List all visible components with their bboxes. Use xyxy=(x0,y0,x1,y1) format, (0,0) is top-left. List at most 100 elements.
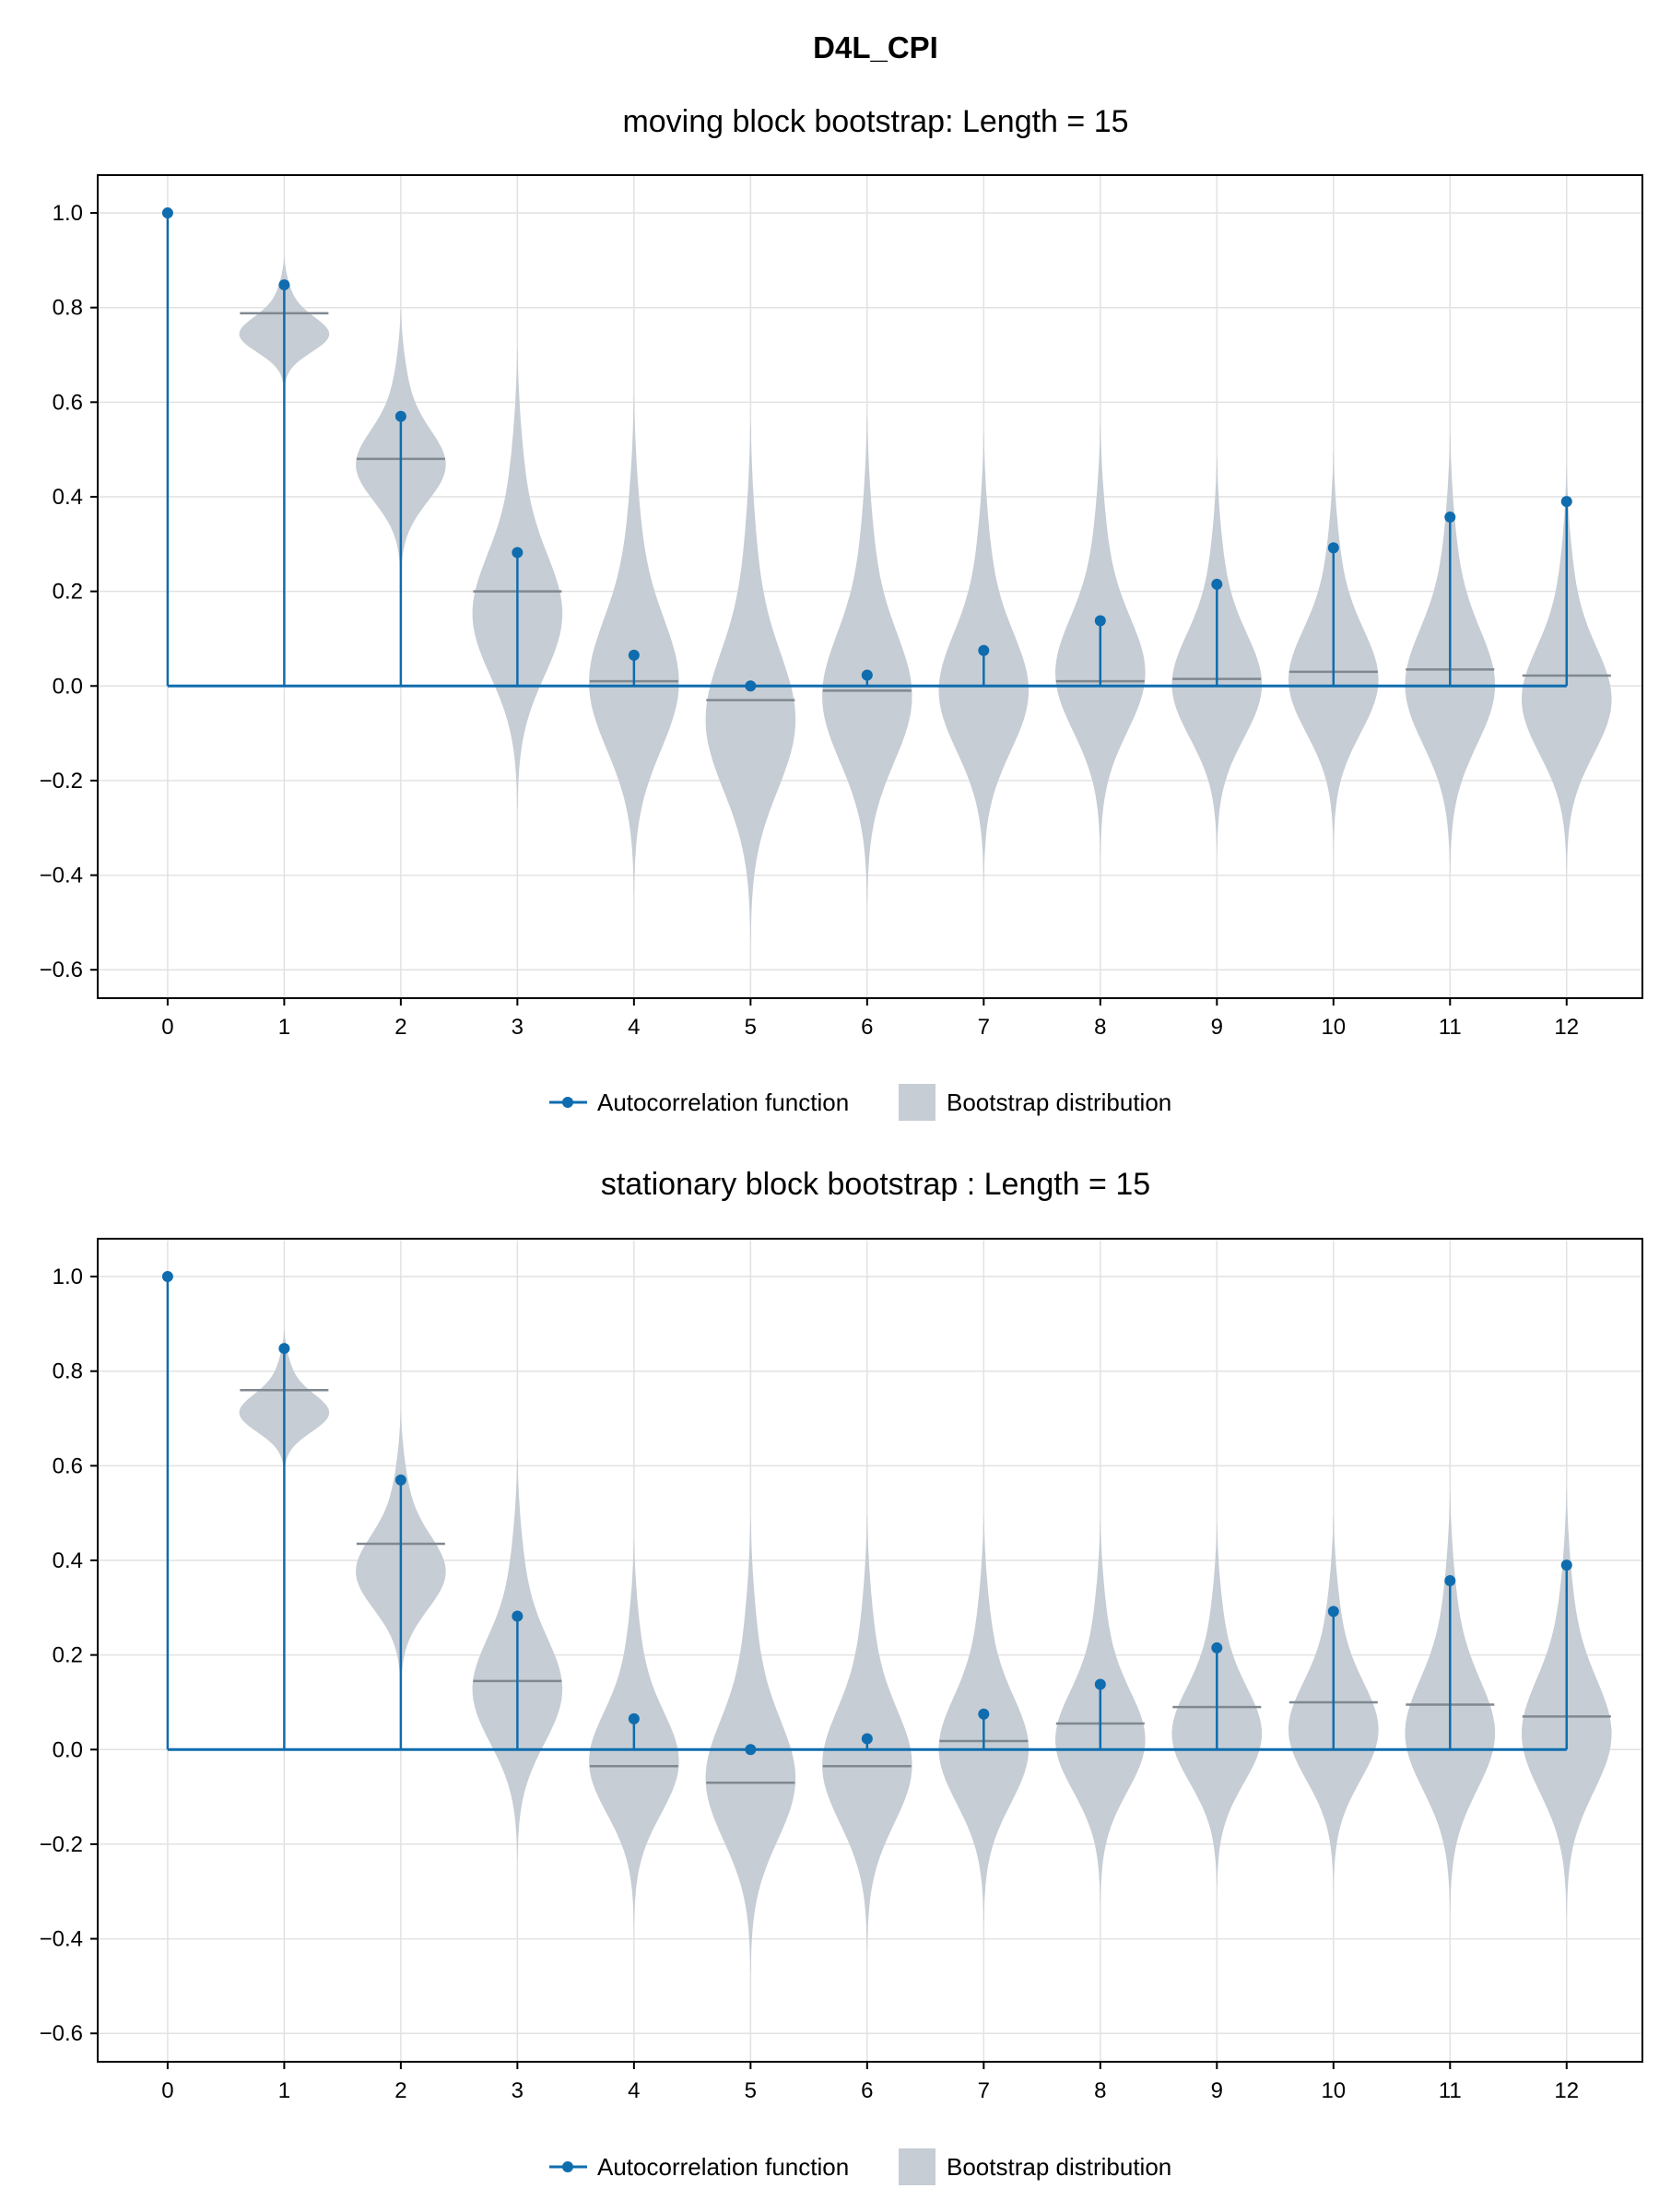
y-tick-label: −0.6 xyxy=(40,958,83,982)
x-tick-label: 5 xyxy=(745,2078,757,2103)
violins xyxy=(239,255,1612,947)
x-tick-label: 11 xyxy=(1439,2078,1462,2103)
y-tick-label: 0.0 xyxy=(53,674,83,699)
y-axis: 1.0 0.8 0.6 0.4 0.2 0.0 −0.2 −0.4 −0.6 xyxy=(40,201,98,982)
x-tick-label: 7 xyxy=(978,1015,990,1040)
acf-point-lag-12 xyxy=(1560,1559,1572,1571)
y-tick-label: 0.6 xyxy=(53,1453,83,1478)
acf-point-lag-1 xyxy=(278,1343,290,1355)
y-tick-label: −0.4 xyxy=(40,864,83,888)
acf-point-lag-5 xyxy=(745,680,757,692)
x-tick-label: 12 xyxy=(1554,1015,1579,1040)
acf-point-lag-11 xyxy=(1444,512,1456,524)
y-tick-label: 0.2 xyxy=(53,580,83,605)
acf-point-lag-9 xyxy=(1211,1641,1223,1653)
legend-bootstrap-swatch xyxy=(899,2148,935,2185)
acf-point-lag-6 xyxy=(861,669,873,681)
legend-acf-label: Autocorrelation function xyxy=(597,2153,849,2181)
y-tick-label: −0.6 xyxy=(40,2021,83,2046)
acf-point-lag-12 xyxy=(1560,496,1572,508)
y-tick-label: 0.8 xyxy=(53,296,83,321)
acf-point-lag-7 xyxy=(978,644,990,656)
x-tick-label: 12 xyxy=(1554,2078,1579,2103)
y-tick-label: 1.0 xyxy=(53,201,83,226)
x-tick-label: 0 xyxy=(161,1015,173,1040)
plot-frame xyxy=(97,174,1643,999)
y-tick-label: 0.4 xyxy=(53,1548,83,1573)
legend-bootstrap-label: Bootstrap distribution xyxy=(947,1088,1171,1116)
median-lines xyxy=(240,312,1611,701)
x-axis: 0 1 2 3 4 5 6 7 8 9 10 11 12 xyxy=(161,2062,1579,2103)
acf-point-lag-11 xyxy=(1444,1575,1456,1587)
violin-lag-6 xyxy=(822,1512,912,1953)
acf-point-lag-8 xyxy=(1094,1678,1106,1690)
y-tick-label: 0.4 xyxy=(53,485,83,510)
legend-bootstrap-label: Bootstrap distribution xyxy=(947,2153,1171,2181)
acf-point-lag-2 xyxy=(394,1474,406,1486)
acf-point-lag-1 xyxy=(278,279,290,291)
acf-stems xyxy=(161,1271,1572,1756)
panel-1: moving block bootstrap: Length = 15 1.0 0.… xyxy=(40,104,1643,1121)
x-tick-label: 4 xyxy=(628,1015,640,1040)
acf-point-lag-3 xyxy=(512,1610,524,1622)
x-tick-label: 1 xyxy=(278,1015,290,1040)
legend: Autocorrelation function Bootstrap distri… xyxy=(549,1084,1171,1121)
y-tick-label: 0.8 xyxy=(53,1359,83,1384)
acf-point-lag-8 xyxy=(1094,615,1106,627)
acf-point-lag-6 xyxy=(861,1733,873,1745)
acf-point-lag-10 xyxy=(1327,1606,1339,1618)
acf-stems xyxy=(161,207,1572,692)
acf-point-lag-5 xyxy=(745,1744,757,1756)
legend-acf-marker xyxy=(562,2161,573,2172)
panel-title: stationary block bootstrap : Length = 15 xyxy=(601,1167,1150,1202)
median-lines xyxy=(240,1388,1611,1784)
x-tick-label: 10 xyxy=(1321,1015,1346,1040)
x-tick-label: 2 xyxy=(394,1015,406,1040)
figure-title: D4L_CPI xyxy=(813,30,938,65)
y-tick-label: 0.2 xyxy=(53,1643,83,1668)
x-axis: 0 1 2 3 4 5 6 7 8 9 10 11 12 xyxy=(161,998,1579,1040)
x-tick-label: 5 xyxy=(745,1015,757,1040)
panels: moving block bootstrap: Length = 15 1.0 0.… xyxy=(40,104,1643,2185)
y-tick-label: −0.2 xyxy=(40,769,83,794)
y-tick-label: −0.4 xyxy=(40,1927,83,1952)
x-tick-label: 8 xyxy=(1094,2078,1106,2103)
panel-title: moving block bootstrap: Length = 15 xyxy=(622,104,1128,139)
legend-bootstrap-swatch xyxy=(899,1084,935,1121)
legend: Autocorrelation function Bootstrap distri… xyxy=(549,2148,1171,2185)
x-tick-label: 3 xyxy=(512,2078,524,2103)
acf-point-lag-0 xyxy=(161,207,173,219)
panel-2: stationary block bootstrap : Length = 15… xyxy=(40,1167,1643,2185)
x-tick-label: 1 xyxy=(278,2078,290,2103)
x-tick-label: 7 xyxy=(978,2078,990,2103)
x-tick-label: 11 xyxy=(1439,1015,1462,1040)
x-tick-label: 6 xyxy=(861,1015,873,1040)
legend-acf-marker xyxy=(562,1097,573,1108)
legend-acf-label: Autocorrelation function xyxy=(597,1088,849,1116)
x-tick-label: 4 xyxy=(628,2078,640,2103)
x-tick-label: 2 xyxy=(394,2078,406,2103)
violin-lag-4 xyxy=(589,393,679,900)
y-tick-label: −0.2 xyxy=(40,1832,83,1857)
y-tick-label: 1.0 xyxy=(53,1265,83,1289)
acf-point-lag-10 xyxy=(1327,542,1339,554)
violin-lag-6 xyxy=(822,411,912,909)
x-tick-label: 6 xyxy=(861,2078,873,2103)
x-tick-label: 10 xyxy=(1321,2078,1346,2103)
x-tick-label: 0 xyxy=(161,2078,173,2103)
x-tick-label: 3 xyxy=(512,1015,524,1040)
x-tick-label: 8 xyxy=(1094,1015,1106,1040)
x-tick-label: 9 xyxy=(1211,1015,1223,1040)
acf-point-lag-2 xyxy=(394,410,406,422)
acf-point-lag-9 xyxy=(1211,578,1223,590)
acf-point-lag-4 xyxy=(628,649,640,661)
acf-point-lag-7 xyxy=(978,1708,990,1720)
acf-point-lag-4 xyxy=(628,1712,640,1724)
violins xyxy=(239,1328,1612,1977)
acf-point-lag-3 xyxy=(512,547,524,559)
y-axis: 1.0 0.8 0.6 0.4 0.2 0.0 −0.2 −0.4 −0.6 xyxy=(40,1265,98,2046)
acf-point-lag-0 xyxy=(161,1271,173,1283)
y-tick-label: 0.0 xyxy=(53,1737,83,1762)
